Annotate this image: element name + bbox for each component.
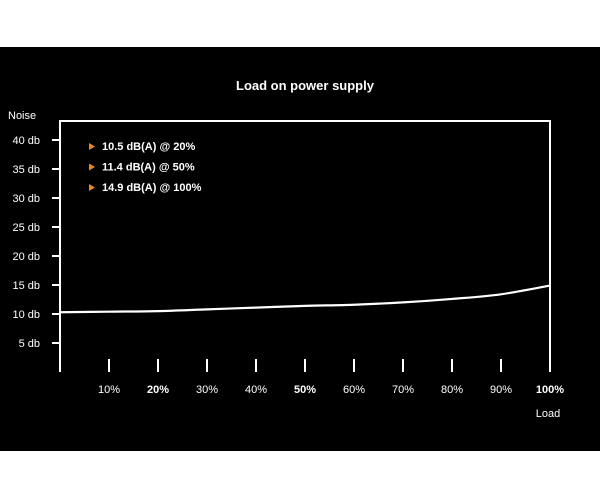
noise-series-line — [59, 284, 551, 314]
x-tick-label: 10% — [98, 384, 120, 396]
x-tick-label: 60% — [343, 384, 365, 396]
y-tick-label: 10 db — [12, 309, 40, 321]
series-layer — [59, 284, 551, 314]
annotation-text: 10.5 dB(A) @ 20% — [102, 141, 195, 153]
y-axis-label: Noise — [8, 110, 36, 122]
x-tick-label: 100% — [536, 384, 564, 396]
plot-frame — [59, 120, 551, 372]
x-tick-label: 90% — [490, 384, 512, 396]
bullet-icon — [89, 143, 95, 150]
chart-title: Load on power supply — [236, 78, 375, 93]
noise-chart: Load on power supply Noise Load 5 db 10 d… — [8, 78, 564, 420]
y-tick-label: 40 db — [12, 135, 40, 147]
chart-panel: Load on power supply Noise Load 5 db 10 d… — [0, 47, 600, 451]
x-tick-label: 70% — [392, 384, 414, 396]
annotation-list: 10.5 dB(A) @ 20% 11.4 dB(A) @ 50% 14.9 dB(… — [89, 141, 202, 194]
y-axis-ticks: 5 db 10 db 15 db 20 db 25 db 30 db 35 db 40 db — [12, 135, 60, 350]
y-tick-label: 30 db — [12, 193, 40, 205]
bullet-icon — [89, 163, 95, 171]
bullet-icon — [89, 184, 95, 191]
x-tick-label: 80% — [441, 384, 463, 396]
y-tick-label: 15 db — [12, 280, 40, 292]
x-tick-label: 50% — [294, 384, 316, 396]
y-tick-label: 25 db — [12, 222, 40, 234]
annotation-text: 11.4 dB(A) @ 50% — [102, 162, 195, 174]
x-axis-ticks: 10% 20% 30% 40% 50% 60% 70% 80% 90% 100% — [98, 359, 564, 396]
annotation-text: 14.9 dB(A) @ 100% — [102, 182, 202, 194]
y-tick-label: 5 db — [19, 338, 40, 350]
y-tick-label: 35 db — [12, 164, 40, 176]
y-tick-label: 20 db — [12, 251, 40, 263]
x-tick-label: 20% — [147, 384, 169, 396]
x-tick-label: 40% — [245, 384, 267, 396]
x-axis-label: Load — [536, 408, 560, 420]
x-tick-label: 30% — [196, 384, 218, 396]
